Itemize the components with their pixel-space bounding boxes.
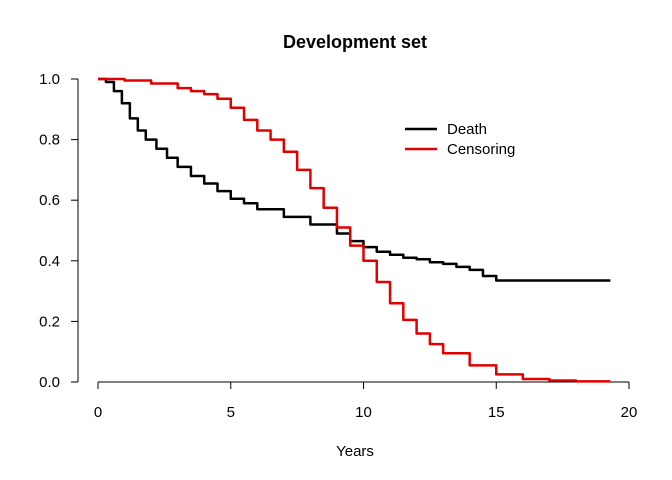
y-tick-label: 0.2 <box>39 313 60 330</box>
y-tick-label: 1.0 <box>39 71 60 88</box>
y-tick-label: 0.0 <box>39 374 60 391</box>
x-tick-label: 20 <box>621 404 638 421</box>
series-layer <box>98 77 611 383</box>
x-tick-label: 15 <box>488 404 505 421</box>
legend-label-censoring: Censoring <box>447 141 515 158</box>
y-axis-ticks: 0.0 0.2 0.4 0.6 0.8 1.0 <box>39 71 78 391</box>
x-tick-label: 5 <box>227 404 235 421</box>
y-tick-label: 0.4 <box>39 253 60 270</box>
x-tick-label: 10 <box>355 404 372 421</box>
series-line-censoring <box>98 77 611 383</box>
y-tick-label: 0.6 <box>39 192 60 209</box>
x-axis-label: Years <box>336 443 374 460</box>
x-axis-ticks: 0 5 10 15 20 <box>94 382 638 421</box>
legend: Death Censoring <box>405 121 515 158</box>
series-line-death <box>98 77 611 282</box>
chart-title: Development set <box>283 32 427 52</box>
y-tick-label: 0.8 <box>39 132 60 149</box>
x-tick-label: 0 <box>94 404 102 421</box>
legend-label-death: Death <box>447 121 487 138</box>
